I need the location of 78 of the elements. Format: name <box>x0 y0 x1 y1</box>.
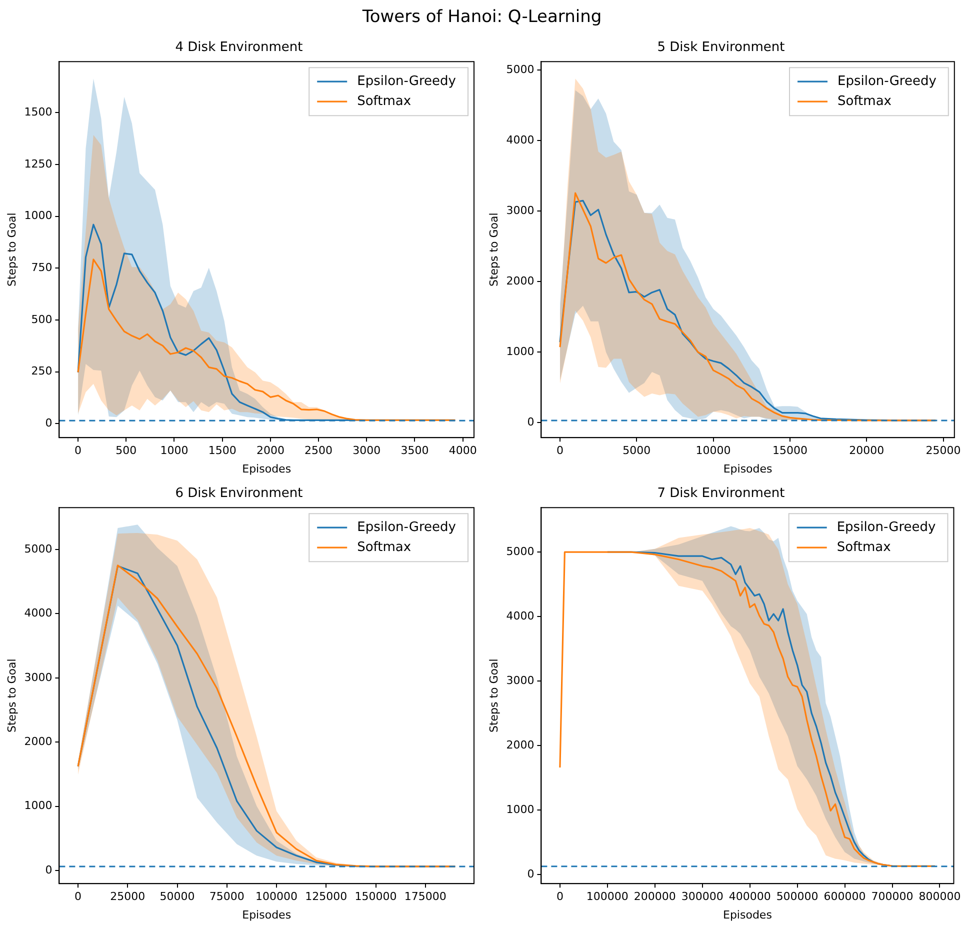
y-tick-label: 1000 <box>506 802 534 816</box>
legend-label: Epsilon-Greedy <box>836 520 936 535</box>
y-tick-label: 4000 <box>506 609 534 622</box>
y-tick-label: 500 <box>31 312 52 326</box>
x-tick-label: 100000 <box>256 890 298 904</box>
y-tick-label: 4000 <box>24 606 52 620</box>
x-tick-label: 20000 <box>849 444 884 458</box>
x-tick-label: 500 <box>116 444 137 458</box>
y-tick-label: 0 <box>45 863 52 876</box>
x-tick-label: 150000 <box>354 890 397 904</box>
x-tick-label: 125000 <box>305 890 348 904</box>
x-axis-title: Episodes <box>723 462 773 476</box>
x-tick-label: 3000 <box>352 444 381 458</box>
chart-title: 5 Disk Environment <box>657 40 785 56</box>
legend-label: Softmax <box>838 94 892 109</box>
y-tick-label: 0 <box>527 867 534 880</box>
y-tick-label: 2000 <box>506 274 534 288</box>
x-tick-label: 0 <box>74 890 82 904</box>
x-tick-label: 2000 <box>256 444 284 458</box>
x-tick-label: 3500 <box>400 444 429 458</box>
y-tick-label: 1000 <box>506 345 534 358</box>
x-tick-label: 25000 <box>926 444 961 458</box>
x-tick-label: 300000 <box>681 890 724 904</box>
legend-label: Softmax <box>357 540 412 555</box>
y-tick-label: 1500 <box>24 105 52 118</box>
legend-label: Epsilon-Greedy <box>357 520 456 535</box>
y-tick-label: 5000 <box>506 62 534 76</box>
x-tick-label: 0 <box>556 890 564 904</box>
y-tick-label: 5000 <box>506 544 534 558</box>
x-tick-label: 25000 <box>110 890 146 904</box>
y-axis-title: Steps to Goal <box>5 658 18 733</box>
x-tick-label: 100000 <box>586 890 628 904</box>
y-tick-label: 1000 <box>24 209 52 222</box>
y-tick-label: 3000 <box>506 204 534 218</box>
x-tick-label: 15000 <box>772 444 808 458</box>
x-tick-label: 600000 <box>824 890 866 904</box>
x-tick-label: 800000 <box>918 890 961 904</box>
x-tick-label: 500000 <box>776 890 818 904</box>
legend-label: Epsilon-Greedy <box>838 74 937 89</box>
y-tick-label: 5000 <box>24 542 52 556</box>
x-tick-label: 2500 <box>304 444 333 458</box>
x-axis-title: Episodes <box>242 462 292 476</box>
x-tick-label: 50000 <box>160 890 195 904</box>
x-tick-label: 400000 <box>728 890 771 904</box>
legend-label: Epsilon-Greedy <box>357 74 456 89</box>
y-tick-label: 1250 <box>24 157 52 170</box>
y-tick-label: 750 <box>31 261 52 274</box>
text: Towers of Hanoi: Q-Learning <box>361 6 603 29</box>
chart-title: 6 Disk Environment <box>175 486 303 502</box>
chart-title: 4 Disk Environment <box>175 40 303 56</box>
x-tick-label: 175000 <box>404 890 446 904</box>
x-tick-label: 0 <box>74 444 82 458</box>
x-tick-label: 5000 <box>622 444 651 458</box>
x-tick-label: 200000 <box>634 890 676 904</box>
legend-label: Softmax <box>357 94 412 109</box>
chart-title: 7 Disk Environment <box>657 486 785 502</box>
legend-label: Softmax <box>836 540 892 555</box>
y-axis-title: Steps to Goal <box>5 212 18 287</box>
x-tick-label: 1000 <box>160 444 188 458</box>
y-tick-label: 2000 <box>506 738 534 752</box>
y-tick-label: 4000 <box>506 134 534 147</box>
y-tick-label: 3000 <box>24 670 52 684</box>
x-tick-label: 10000 <box>696 444 731 458</box>
x-tick-label: 1500 <box>208 444 236 458</box>
x-axis-title: Episodes <box>242 908 292 922</box>
y-tick-label: 2000 <box>24 735 52 748</box>
x-tick-label: 75000 <box>209 890 244 904</box>
y-tick-label: 0 <box>527 416 534 429</box>
y-tick-label: 250 <box>31 364 52 378</box>
x-tick-label: 0 <box>556 444 564 458</box>
x-tick-label: 700000 <box>871 890 914 904</box>
y-tick-label: 1000 <box>24 799 52 812</box>
x-axis-title: Episodes <box>722 908 772 922</box>
y-axis-title: Steps to Goal <box>487 658 500 733</box>
y-axis-title: Steps to Goal <box>487 212 500 287</box>
x-tick-label: 4000 <box>448 444 477 458</box>
y-tick-label: 3000 <box>506 674 534 687</box>
y-tick-label: 0 <box>45 416 52 430</box>
